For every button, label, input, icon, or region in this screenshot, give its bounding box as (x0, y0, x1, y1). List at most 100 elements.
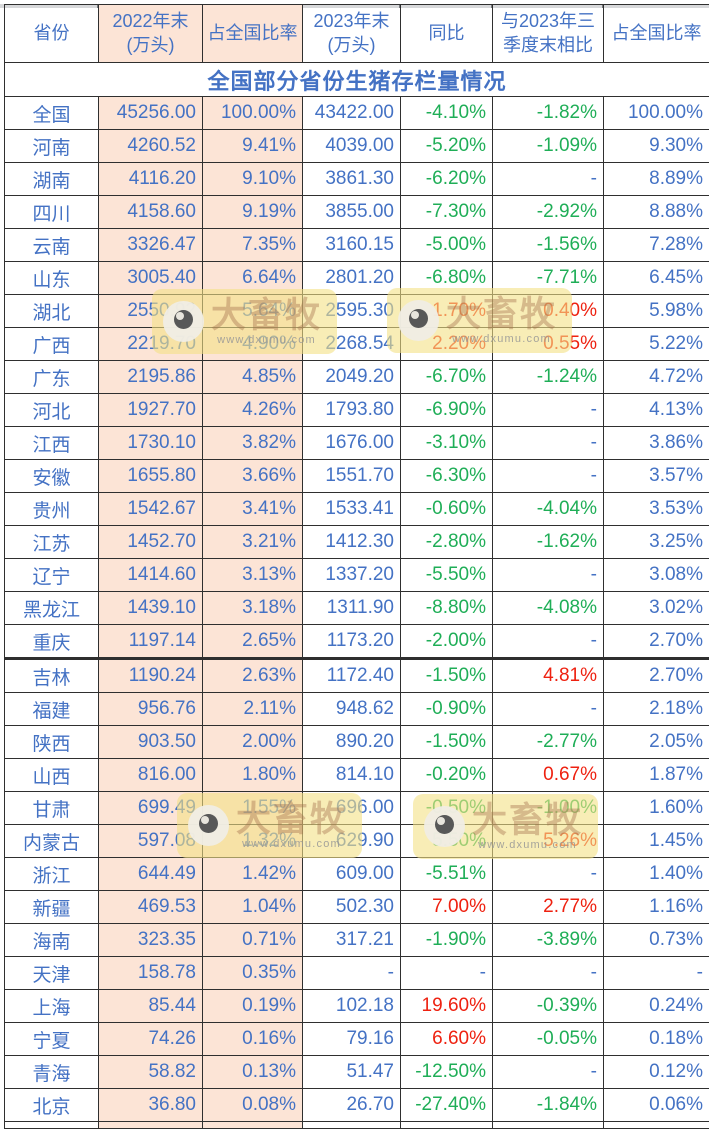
cell-2022-share: 5.64% (203, 295, 303, 328)
cell-province: 山西 (5, 759, 99, 792)
cell-2023-value: 3855.00 (303, 196, 401, 229)
cell-2023-share: 4.13% (604, 394, 709, 427)
table-row: 宁夏 74.26 0.16% 79.16 6.60% -0.05% 0.18% (5, 1023, 709, 1056)
cell-province: 上海 (5, 990, 99, 1023)
cell-2023-value: 1793.80 (303, 394, 401, 427)
cell-vs-q3: -1.09% (493, 130, 604, 163)
page-title: 全国部分省份生猪存栏量情况 (5, 63, 709, 97)
cell-2023-share: 1.60% (604, 792, 709, 825)
cell-province: 广西 (5, 328, 99, 361)
table-row: 湖南 4116.20 9.10% 3861.30 -6.20% - 8.89% (5, 163, 709, 196)
cell-2022-value: 2195.86 (99, 361, 203, 394)
cell-2023-value: 1337.20 (303, 559, 401, 592)
cell-vs-q3: -1.84% (493, 1089, 604, 1122)
cell-yoy: -5.51% (401, 858, 493, 891)
cell-vs-q3: -1.82% (493, 97, 604, 130)
cell-vs-q3: 5.26% (493, 825, 604, 858)
table-row: 山西 816.00 1.80% 814.10 -0.20% 0.67% 1.87… (5, 759, 709, 792)
cell-2023-share: 0.73% (604, 924, 709, 957)
cell-province: 宁夏 (5, 1023, 99, 1056)
cell-province: 陕西 (5, 726, 99, 759)
cell-2022-value: 74.26 (99, 1023, 203, 1056)
cell-2022-value: 3005.40 (99, 262, 203, 295)
cell-2023-value: 51.47 (303, 1056, 401, 1089)
cell-yoy: 2.20% (401, 328, 493, 361)
cell-vs-q3: -0.05% (493, 1023, 604, 1056)
cell-province: 河北 (5, 394, 99, 427)
cell-province: 甘肃 (5, 792, 99, 825)
column-header-vs-q3: 与2023年三季度末相比 (493, 5, 604, 63)
cell-2022-share: 0.19% (203, 990, 303, 1023)
cell-vs-q3: -1.62% (493, 526, 604, 559)
cell-vs-q3: -1.00% (493, 792, 604, 825)
cell-2023-value: 2595.30 (303, 295, 401, 328)
cell-2023-share: 0.06% (604, 1089, 709, 1122)
table-row: 四川 4158.60 9.19% 3855.00 -7.30% -2.92% 8… (5, 196, 709, 229)
cell-province: 浙江 (5, 858, 99, 891)
cell-2022-value: 3326.47 (99, 229, 203, 262)
cell-2023-value: 43422.00 (303, 97, 401, 130)
cell-2022-share: 3.66% (203, 460, 303, 493)
cell-yoy: -1.50% (401, 659, 493, 693)
table-row: 新疆 469.53 1.04% 502.30 7.00% 2.77% 1.16% (5, 891, 709, 924)
cell-2022-share: 9.41% (203, 130, 303, 163)
cell-2022-share: 3.21% (203, 526, 303, 559)
cell-province: 四川 (5, 196, 99, 229)
cell-2022-share: 3.82% (203, 427, 303, 460)
cell-province: 全国 (5, 97, 99, 130)
cell-yoy: -7.30% (401, 196, 493, 229)
cell-vs-q3: - (493, 394, 604, 427)
cell-vs-q3: 4.81% (493, 659, 604, 693)
table-row: 广西 2219.70 4.90% 2268.54 2.20% 0.55% 5.2… (5, 328, 709, 361)
table-row: 贵州 1542.67 3.41% 1533.41 -0.60% -4.04% 3… (5, 493, 709, 526)
column-header-2023-share: 占全国比率 (604, 5, 709, 63)
table-row: 江苏 1452.70 3.21% 1412.30 -2.80% -1.62% 3… (5, 526, 709, 559)
cell-2022-value: 2219.70 (99, 328, 203, 361)
cell-province: 黑龙江 (5, 592, 99, 625)
partial-cell (5, 1122, 99, 1129)
cell-2022-value: 323.35 (99, 924, 203, 957)
cell-2023-share: 100.00% (604, 97, 709, 130)
cell-2023-value: 317.21 (303, 924, 401, 957)
cell-2022-value: 4116.20 (99, 163, 203, 196)
cell-yoy: -5.00% (401, 229, 493, 262)
cell-2023-share: 1.16% (604, 891, 709, 924)
table-row: 重庆 1197.14 2.65% 1173.20 -2.00% - 2.70% (5, 625, 709, 659)
cell-2023-share: 5.22% (604, 328, 709, 361)
cell-2023-value: 948.62 (303, 693, 401, 726)
cell-2023-share: 0.12% (604, 1056, 709, 1089)
table-row: 浙江 644.49 1.42% 609.00 -5.51% - 1.40% (5, 858, 709, 891)
cell-2023-value: 3160.15 (303, 229, 401, 262)
cell-2022-share: 4.85% (203, 361, 303, 394)
cell-vs-q3: - (493, 460, 604, 493)
cell-2022-share: 0.16% (203, 1023, 303, 1056)
cell-2023-share: 1.45% (604, 825, 709, 858)
cell-province: 江西 (5, 427, 99, 460)
partial-next-row (5, 1122, 709, 1129)
cell-2022-share: 6.64% (203, 262, 303, 295)
cell-2022-share: 3.13% (203, 559, 303, 592)
table-row: 河南 4260.52 9.41% 4039.00 -5.20% -1.09% 9… (5, 130, 709, 163)
cell-2023-value: 2268.54 (303, 328, 401, 361)
cell-2023-value: 609.00 (303, 858, 401, 891)
cell-province: 天津 (5, 957, 99, 990)
cell-province: 江苏 (5, 526, 99, 559)
cell-yoy: - (401, 957, 493, 990)
column-header-province: 省份 (5, 5, 99, 63)
cell-province: 福建 (5, 693, 99, 726)
cell-yoy: -12.50% (401, 1056, 493, 1089)
table-row: 上海 85.44 0.19% 102.18 19.60% -0.39% 0.24… (5, 990, 709, 1023)
cell-2023-value: 2049.20 (303, 361, 401, 394)
cell-province: 广东 (5, 361, 99, 394)
cell-province: 重庆 (5, 625, 99, 659)
cell-province: 湖北 (5, 295, 99, 328)
cell-province: 内蒙古 (5, 825, 99, 858)
cell-yoy: -2.00% (401, 625, 493, 659)
partial-cell (493, 1122, 604, 1129)
table-row: 青海 58.82 0.13% 51.47 -12.50% - 0.12% (5, 1056, 709, 1089)
cell-vs-q3: -3.89% (493, 924, 604, 957)
cell-yoy: -8.80% (401, 592, 493, 625)
table-row: 陕西 903.50 2.00% 890.20 -1.50% -2.77% 2.0… (5, 726, 709, 759)
cell-2022-share: 0.08% (203, 1089, 303, 1122)
table-row: 黑龙江 1439.10 3.18% 1311.90 -8.80% -4.08% … (5, 592, 709, 625)
